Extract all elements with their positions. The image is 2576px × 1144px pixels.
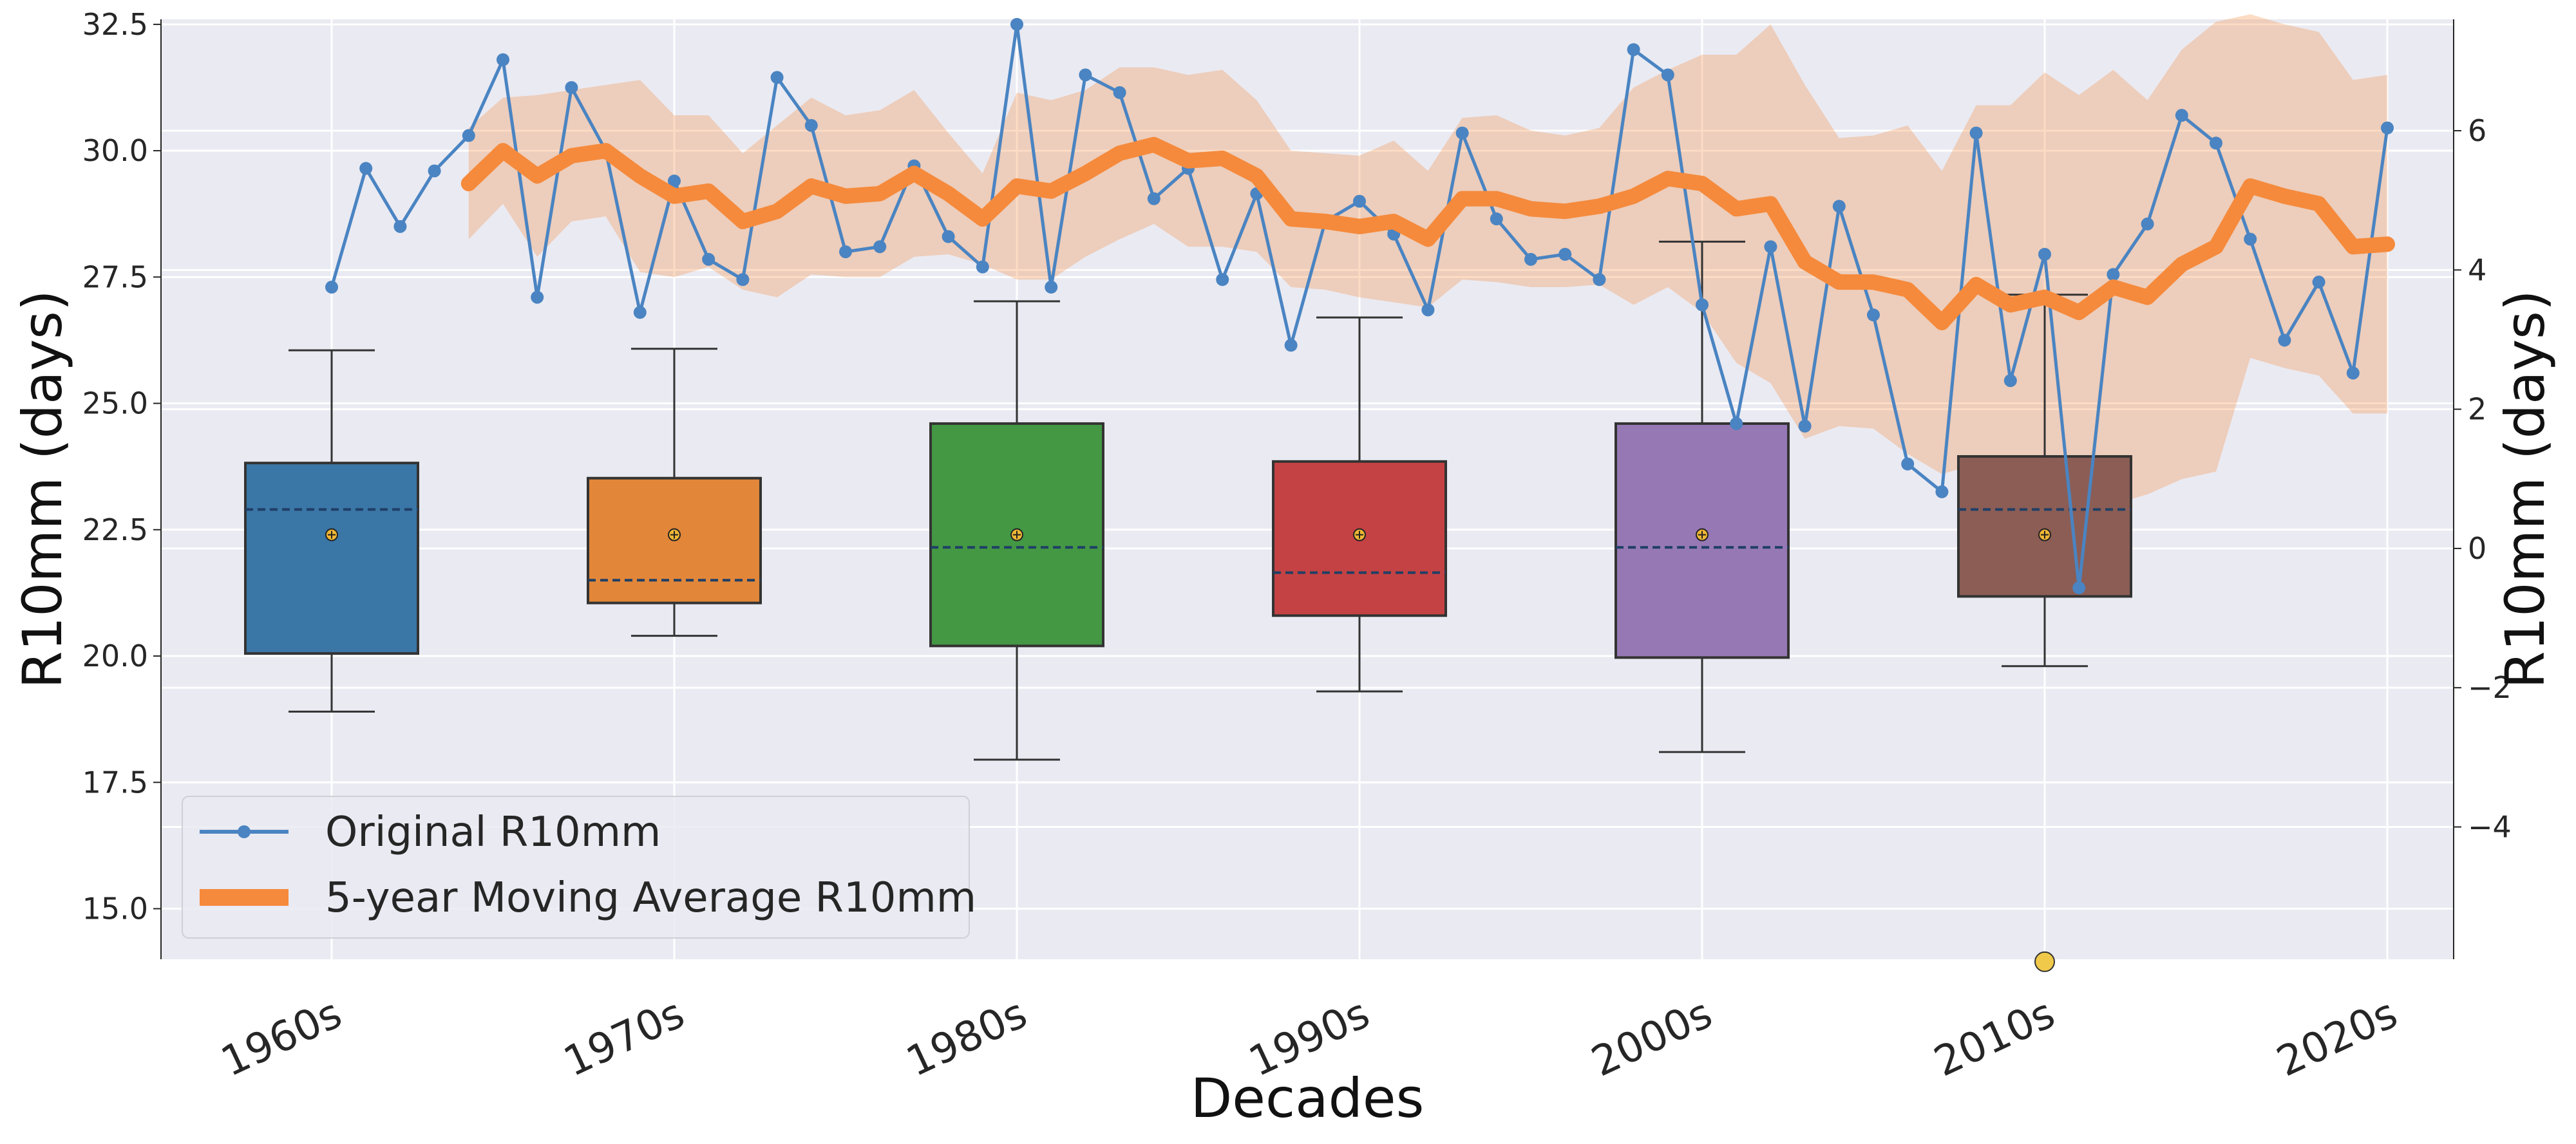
x-tick-label: 2000s bbox=[1585, 989, 1719, 1086]
original-point bbox=[1113, 86, 1126, 99]
legend-label-moving-average: 5-year Moving Average R10mm bbox=[325, 874, 976, 922]
y-tick-label-left: 22.5 bbox=[82, 512, 148, 547]
boxplot-2010s bbox=[1957, 294, 2132, 972]
boxplot-2000s bbox=[1615, 240, 1790, 753]
legend: Original R10mm 5-year Moving Average R10… bbox=[182, 796, 976, 939]
original-point bbox=[1867, 308, 1880, 322]
legend-label-original: Original R10mm bbox=[325, 809, 661, 856]
decade-boxplots bbox=[244, 240, 2132, 972]
y-tick-label-left: 32.5 bbox=[82, 7, 148, 42]
y-tick-label-right: 4 bbox=[2468, 252, 2486, 287]
original-point bbox=[462, 129, 475, 142]
y-tick-label-right: −2 bbox=[2468, 670, 2512, 705]
y-tick-label-left: 17.5 bbox=[82, 765, 148, 800]
original-point bbox=[1764, 240, 1777, 254]
outlier-point bbox=[2034, 951, 2055, 972]
original-point bbox=[1901, 457, 1915, 471]
original-point bbox=[1730, 417, 1743, 430]
y-tick-label-right: 2 bbox=[2468, 392, 2486, 427]
x-tick-label: 1970s bbox=[557, 989, 692, 1086]
original-point bbox=[359, 162, 373, 175]
original-point bbox=[1969, 126, 1983, 140]
moving-average-line bbox=[460, 136, 2395, 330]
original-point bbox=[1455, 126, 1469, 140]
original-point bbox=[633, 306, 647, 319]
original-series bbox=[325, 17, 2394, 595]
original-point bbox=[325, 281, 338, 294]
original-point bbox=[1490, 212, 1503, 226]
y-axis-label-left: R10mm (days) bbox=[11, 290, 74, 688]
box-body bbox=[1957, 455, 2132, 598]
original-point bbox=[2175, 109, 2188, 122]
original-point bbox=[1661, 68, 1674, 82]
y-tick-label-left: 27.5 bbox=[82, 259, 148, 294]
boxplot-1970s bbox=[587, 348, 762, 637]
box-body bbox=[244, 462, 419, 655]
moving-average-series bbox=[460, 136, 2395, 330]
y-axis-label-right: R10mm (days) bbox=[2494, 290, 2557, 688]
original-point bbox=[942, 230, 955, 243]
x-tick-label: 1980s bbox=[900, 989, 1034, 1086]
original-point bbox=[702, 252, 715, 266]
original-point bbox=[804, 118, 818, 132]
original-point bbox=[2003, 374, 2017, 388]
original-point bbox=[1798, 419, 1812, 433]
original-point bbox=[873, 240, 887, 254]
legend-frame bbox=[182, 796, 970, 939]
original-point bbox=[2038, 248, 2051, 261]
x-tick-label: 2020s bbox=[2270, 989, 2405, 1086]
original-point bbox=[1627, 43, 1640, 57]
original-point bbox=[2381, 121, 2394, 135]
boxplot-1960s bbox=[244, 349, 419, 713]
y-tick-label-left: 20.0 bbox=[82, 639, 148, 673]
original-point bbox=[668, 174, 681, 188]
y-tick-label-right: −4 bbox=[2468, 810, 2512, 845]
original-point bbox=[1216, 273, 1229, 286]
y-tick-label-right: 0 bbox=[2468, 531, 2486, 566]
original-point bbox=[1284, 339, 1298, 352]
original-point bbox=[1353, 194, 1366, 208]
moving-average-band-area bbox=[468, 14, 2387, 530]
x-tick-label: 1960s bbox=[214, 989, 349, 1086]
y-tick-label-left: 15.0 bbox=[82, 892, 148, 926]
original-point bbox=[1935, 485, 1949, 498]
original-point bbox=[1593, 273, 1606, 286]
original-point bbox=[2346, 366, 2360, 380]
original-point bbox=[2107, 268, 2120, 281]
original-point bbox=[1045, 281, 1058, 294]
original-point bbox=[1696, 298, 1709, 312]
moving-average-band bbox=[468, 14, 2387, 530]
original-point bbox=[2072, 581, 2086, 595]
original-point bbox=[1832, 200, 1846, 213]
original-point bbox=[1421, 303, 1435, 317]
original-point bbox=[497, 53, 509, 66]
x-axis-label: Decades bbox=[1191, 1067, 1425, 1130]
y-tick-label-left: 25.0 bbox=[82, 386, 148, 421]
original-point bbox=[2312, 276, 2325, 289]
original-point bbox=[1147, 192, 1160, 205]
original-point bbox=[839, 245, 852, 259]
original-point bbox=[2244, 232, 2257, 246]
original-point bbox=[736, 273, 750, 286]
original-point bbox=[770, 71, 784, 84]
original-point bbox=[428, 164, 441, 178]
original-point bbox=[2278, 333, 2291, 347]
original-point bbox=[2210, 136, 2222, 150]
boxplot-1980s bbox=[929, 300, 1104, 761]
original-point bbox=[393, 220, 407, 233]
original-point bbox=[1010, 17, 1023, 31]
original-point bbox=[1558, 248, 1572, 261]
x-tick-label: 2010s bbox=[1927, 989, 2062, 1086]
legend-marker-original bbox=[238, 825, 251, 838]
original-point bbox=[976, 260, 989, 274]
original-point bbox=[1524, 252, 1537, 266]
original-point bbox=[2141, 217, 2154, 230]
original-point bbox=[1079, 68, 1092, 82]
original-point bbox=[531, 290, 544, 304]
original-point bbox=[565, 80, 578, 94]
y-tick-label-right: 6 bbox=[2468, 113, 2486, 148]
y-tick-label-left: 30.0 bbox=[82, 133, 148, 168]
boxplot-1990s bbox=[1272, 316, 1447, 693]
